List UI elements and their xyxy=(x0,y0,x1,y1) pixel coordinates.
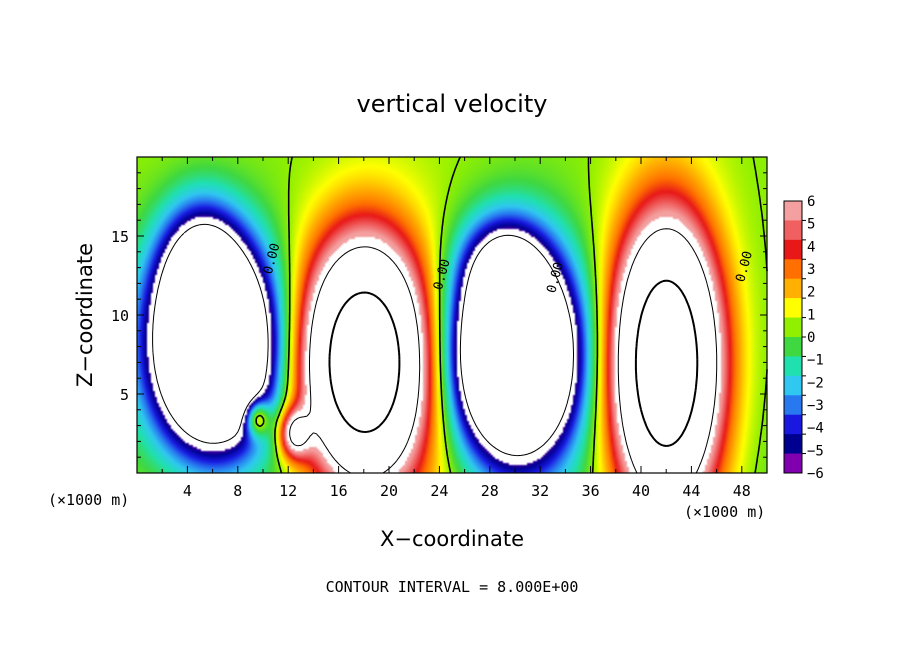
x-tick-label: 40 xyxy=(632,482,650,500)
colorbar-swatch xyxy=(784,395,802,416)
x-tick-label: 4 xyxy=(183,482,192,500)
x-axis-label: X−coordinate xyxy=(380,527,524,551)
x-unit-right: (×1000 m) xyxy=(684,503,765,521)
colorbar-swatch xyxy=(784,434,802,455)
colorbar-swatch xyxy=(784,453,802,474)
contour-line xyxy=(152,223,574,457)
colorbar-swatch xyxy=(784,414,802,435)
contour-interval-note: CONTOUR INTERVAL = 8.000E+00 xyxy=(326,578,579,596)
colorbar-label: 2 xyxy=(807,285,815,301)
x-tick-label: 16 xyxy=(330,482,348,500)
x-tick-label: 8 xyxy=(233,482,242,500)
y-tick-label: 5 xyxy=(120,386,129,404)
colorbar-swatch xyxy=(784,375,802,396)
x-axis-ticks: 4 8 12 16 20 24 28 32 36 40 44 48 xyxy=(161,157,751,500)
colorbar-label: 3 xyxy=(807,262,815,278)
colorbar-swatch xyxy=(784,356,802,377)
colorbar-swatch xyxy=(784,259,802,280)
chart-title: vertical velocity xyxy=(357,90,548,118)
y-axis-ticks: 5 10 15 xyxy=(111,172,767,458)
y-tick-label: 15 xyxy=(111,228,129,246)
colorbar-label: 0 xyxy=(807,330,815,346)
contour-line xyxy=(328,279,699,447)
colorbar-label: 4 xyxy=(807,239,815,255)
colorbar-label: 5 xyxy=(807,217,815,233)
y-tick-label: 10 xyxy=(111,307,129,325)
colorbar-swatch xyxy=(784,317,802,338)
colorbar-swatch xyxy=(784,239,802,260)
x-tick-label: 24 xyxy=(430,482,448,500)
colorbar-label: −3 xyxy=(807,398,824,414)
contour-line xyxy=(255,156,768,474)
y-axis-label: Z−coordinate xyxy=(73,243,97,387)
contour-lines xyxy=(152,156,768,474)
colorbar-swatch xyxy=(784,220,802,241)
x-tick-label: 36 xyxy=(582,482,600,500)
colorbar-swatch xyxy=(784,201,802,221)
colorbar-swatch xyxy=(784,278,802,299)
x-tick-label: 12 xyxy=(279,482,297,500)
x-tick-label: 32 xyxy=(531,482,549,500)
colorbar-label: 1 xyxy=(807,307,815,323)
contour-line xyxy=(289,228,718,474)
x-unit-left: (×1000 m) xyxy=(48,491,129,509)
colorbar-label: −5 xyxy=(807,443,824,459)
x-tick-label: 48 xyxy=(733,482,751,500)
colorbar-swatch xyxy=(784,298,802,319)
x-tick-label: 20 xyxy=(380,482,398,500)
heatmap-field xyxy=(137,157,767,473)
colorbar-label: −6 xyxy=(807,466,824,482)
colorbar-label: −4 xyxy=(807,421,824,437)
colorbar-label: 6 xyxy=(807,194,815,210)
colorbar-label: −2 xyxy=(807,375,824,391)
colorbar: 6 5 4 3 2 1 0 −1 −2 −3 −4 −5 −6 xyxy=(783,194,824,482)
x-tick-label: 44 xyxy=(682,482,700,500)
colorbar-label: −1 xyxy=(807,353,824,369)
colorbar-swatch xyxy=(784,337,802,357)
x-tick-label: 28 xyxy=(481,482,499,500)
